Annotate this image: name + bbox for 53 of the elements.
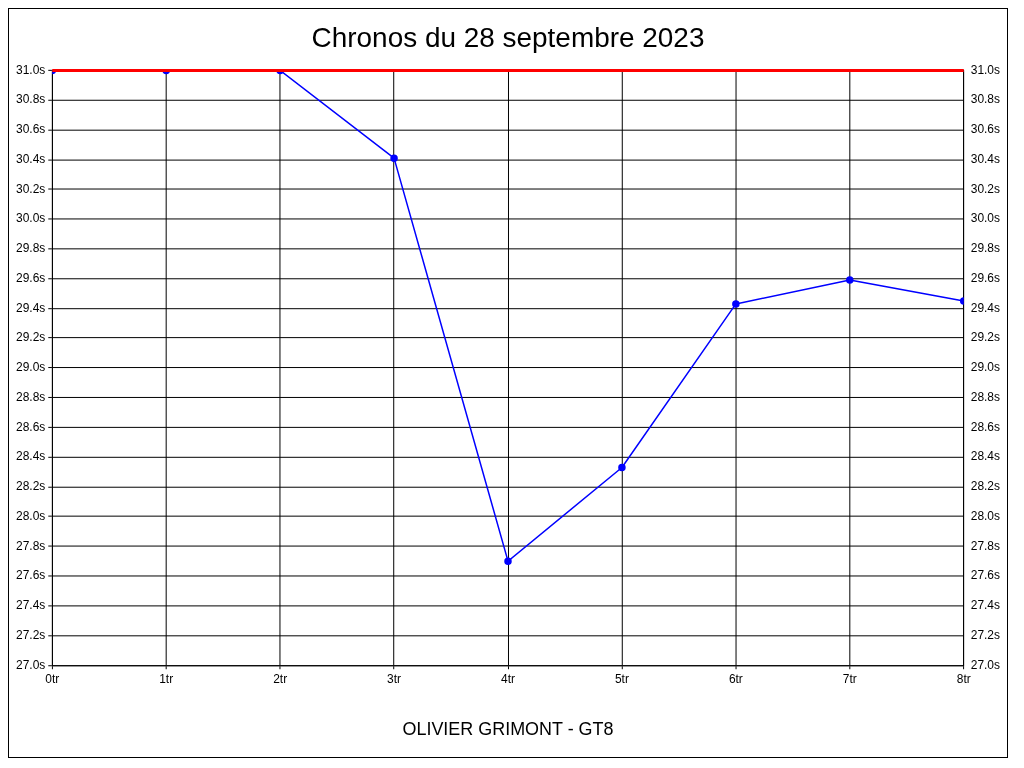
y2-tick-label: 28.2s [970,479,1001,494]
y-tick-label: 28.0s [15,508,46,523]
y-tick-label: 29.6s [15,270,46,285]
x-tick-label: 6tr [728,671,743,686]
y-tick-label: 29.0s [15,360,46,375]
y2-tick-label: 28.4s [970,449,1001,464]
y2-tick-label: 30.4s [970,151,1001,166]
y-tick-label: 27.0s [15,657,46,672]
y-tick-label: 30.0s [15,211,46,226]
y-tick-label: 28.2s [15,479,46,494]
y-tick-label: 29.8s [15,241,46,256]
text: OLIVIER GRIMONT - GT8 [402,719,614,740]
y2-tick-label: 31.0s [970,62,1001,77]
y2-tick-label: 29.2s [970,330,1001,345]
y2-tick-label: 30.8s [970,92,1001,107]
y-tick-label: 28.6s [15,419,46,434]
x-tick-label: 2tr [273,671,288,686]
y2-tick-label: 29.0s [970,360,1001,375]
y2-tick-label: 27.8s [970,538,1001,553]
x-tick-label: 3tr [387,671,402,686]
y-tick-label: 27.4s [15,598,46,613]
chart-title: Chronos du 28 septembre 2023 [311,22,705,54]
x-tick-label: 7tr [842,671,857,686]
y2-tick-label: 28.8s [970,389,1001,404]
y2-tick-label: 27.2s [970,627,1001,642]
x-tick-label: 4tr [501,671,515,686]
x-tick-label: 0tr [45,671,60,686]
y2-tick-label: 28.6s [970,419,1001,434]
y2-tick-label: 30.2s [970,181,1001,196]
x-tick-label: 8tr [956,671,971,686]
y-tick-label: 31.0s [15,62,46,77]
y-tick-label: 27.2s [15,627,46,642]
y2-tick-label: 27.6s [970,568,1001,583]
x-tick-label: 5tr [614,671,629,686]
y-tick-label: 28.8s [15,389,46,404]
y2-tick-label: 29.4s [970,300,1001,315]
y-tick-label: 27.8s [15,538,46,553]
y2-tick-label: 29.6s [970,270,1001,285]
y-tick-label: 27.6s [15,568,46,583]
y-tick-label: 30.6s [15,122,46,137]
y2-tick-label: 30.6s [970,122,1001,137]
y-tick-label: 29.4s [15,300,46,315]
y-tick-label: 30.8s [15,92,46,107]
x-tick-label: 1tr [159,671,174,686]
y-tick-label: 29.2s [15,330,46,345]
y-tick-label: 30.4s [15,151,46,166]
y2-tick-label: 27.4s [970,598,1001,613]
y-tick-label: 30.2s [15,181,46,196]
y2-tick-label: 27.0s [970,657,1001,672]
y2-tick-label: 28.0s [970,508,1001,523]
y2-tick-label: 29.8s [970,241,1001,256]
y2-tick-label: 30.0s [970,211,1001,226]
y-tick-label: 28.4s [15,449,46,464]
